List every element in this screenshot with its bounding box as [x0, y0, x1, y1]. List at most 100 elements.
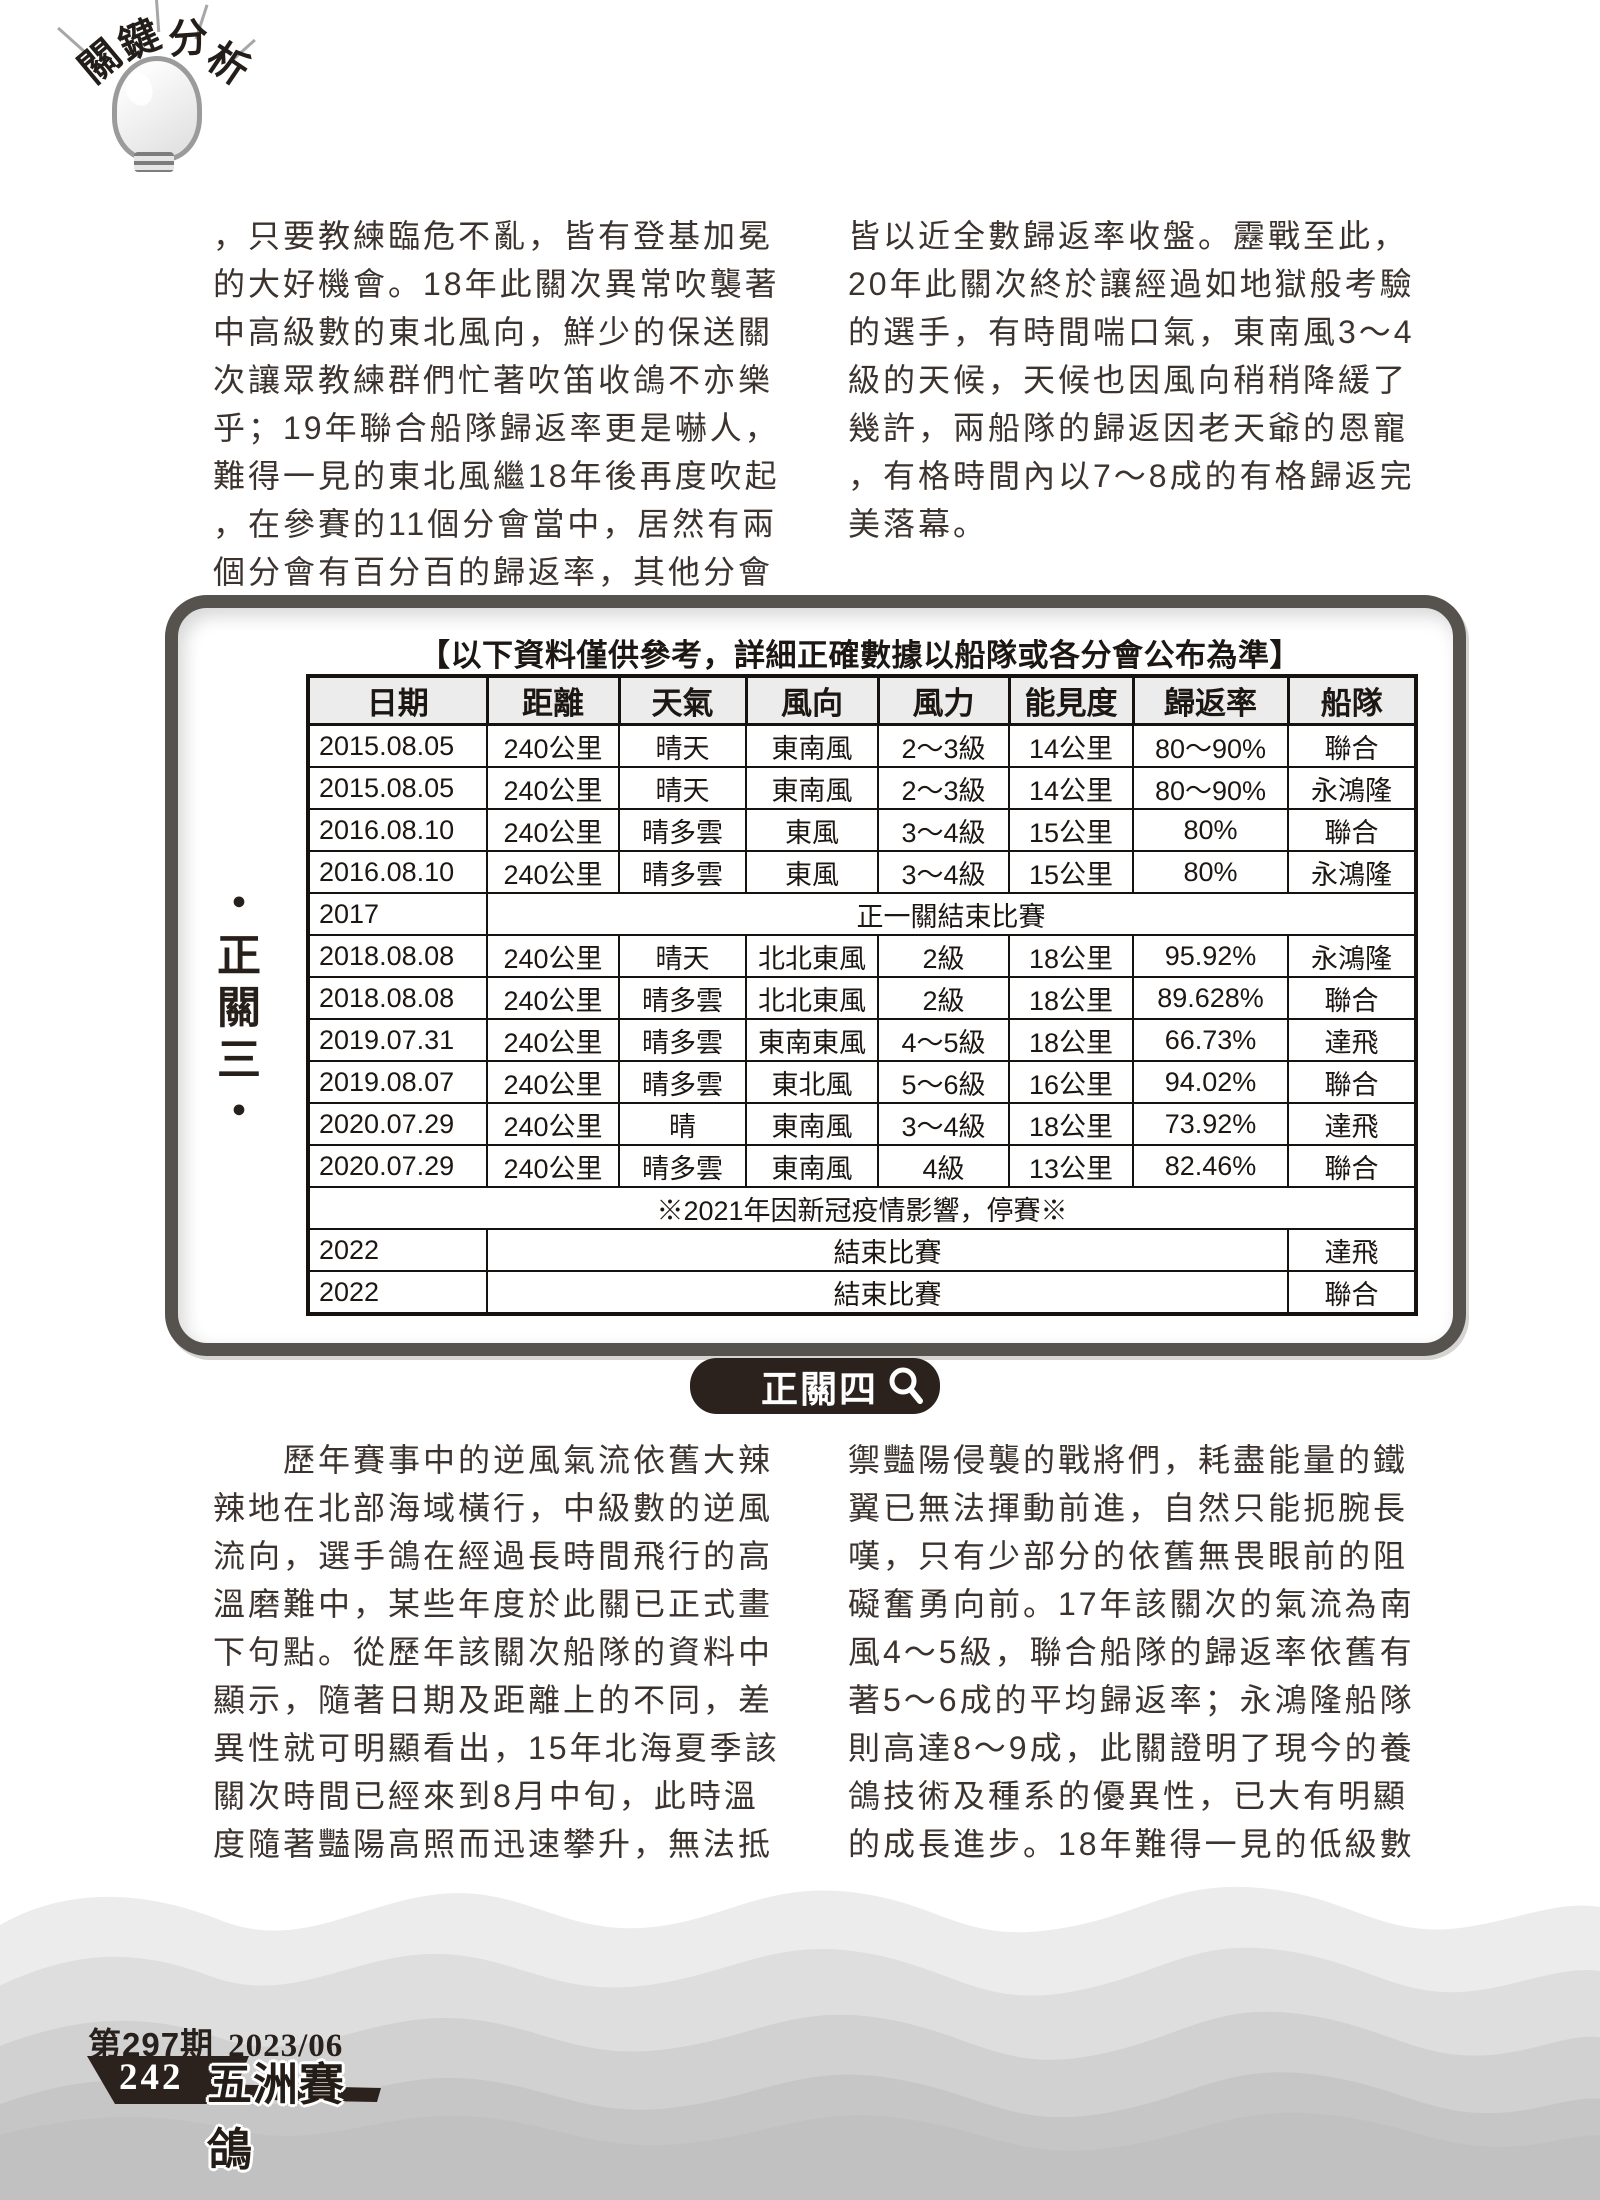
article-top-right-column: 皆以近全數歸返率收盤。靂戰至此， 20年此關次終於讓經過如地獄般考驗 的選手，有時間… [848, 212, 1423, 548]
table-cell: 2017 [307, 892, 488, 936]
table-cell: 80% [1132, 850, 1289, 894]
table-row: 2019.07.31 240公里 晴多雲 東南東風 4～5級 18公里 66.73% 達飛 [307, 1018, 1417, 1062]
table-row: 2018.08.08 240公里 晴天 北北東風 2級 18公里 95.92% 永鴻隆 [307, 934, 1417, 978]
table-cell: 永鴻隆 [1287, 934, 1417, 978]
text-line: 礙奮勇向前。17年該關次的氣流為南 [848, 1586, 1415, 1622]
text-line: 嘆，只有少部分的依舊無畏眼前的阻 [848, 1538, 1409, 1574]
table-row: 2020.07.29 240公里 晴多雲 東南風 4級 13公里 82.46% 聯合 [307, 1144, 1417, 1188]
table-cell: 2022 [307, 1270, 488, 1315]
lightbulb-socket [134, 152, 174, 172]
text-line: 風4～5級，聯合船隊的歸返率依舊有 [848, 1634, 1415, 1670]
stage-label-vertical: ・正關三・ [210, 880, 259, 1140]
table-cell: 東南東風 [745, 1018, 879, 1062]
logo-banner-shape [87, 2056, 381, 2104]
table-cell: 2016.08.10 [307, 808, 488, 852]
table-cell: 2018.08.08 [307, 934, 488, 978]
text-line: 皆以近全數歸返率收盤。靂戰至此， [848, 218, 1409, 254]
table-cell: 晴多雲 [618, 808, 747, 852]
table-row: 2022 結束比賽 達飛 [307, 1228, 1417, 1272]
table-cell: 正一關結束比賽 [486, 892, 1417, 936]
table-row: 2022 結束比賽 聯合 [307, 1270, 1417, 1315]
table-cell: ※2021年因新冠疫情影響，停賽※ [307, 1186, 1417, 1230]
table-cell: 達飛 [1287, 1228, 1417, 1272]
text-line: 禦豔陽侵襲的戰將們，耗盡能量的鐵 [848, 1442, 1409, 1478]
text-line: 異性就可明顯看出，15年北海夏季該 [213, 1730, 780, 1766]
table-cell: 聯合 [1287, 723, 1417, 768]
text-line: 鴿技術及種系的優異性，已大有明顯 [848, 1778, 1409, 1814]
table-cell: 3～4級 [877, 808, 1010, 852]
table-cell: 東南風 [745, 766, 879, 810]
table-cell: 66.73% [1132, 1018, 1289, 1062]
table-cell: 13公里 [1008, 1144, 1134, 1188]
table-cell: 2～3級 [877, 723, 1010, 768]
table-header-cell: 日期 [306, 674, 489, 726]
text-line: 美落幕。 [848, 506, 989, 542]
table-cell: 5～6級 [877, 1060, 1010, 1104]
table-row: 2015.08.05 240公里 晴天 東南風 2～3級 14公里 80～90% 聯合 [307, 723, 1417, 768]
table-cell: 240公里 [486, 934, 620, 978]
table-cell: 2～3級 [877, 766, 1010, 810]
text-line: ，只要教練臨危不亂，皆有登基加冕 [213, 218, 774, 254]
table-row: 2016.08.10 240公里 晴多雲 東風 3～4級 15公里 80% 聯合 [307, 808, 1417, 852]
table-cell: 240公里 [486, 1018, 620, 1062]
text-line: 溫磨難中，某些年度於此關已正式畫 [213, 1586, 774, 1622]
text-line: 則高達8～9成，此關證明了現今的養 [848, 1730, 1415, 1766]
table-cell: 北北東風 [745, 934, 879, 978]
race-table-wrap: 日期 距離 天氣 風向 風力 能見度 歸返率 船隊 2015.08.05 240公里 晴天 東南風 2… [306, 674, 1418, 1316]
table-cell: 240公里 [486, 1144, 620, 1188]
key-analysis-logo: 關 鍵 分 析 [40, 0, 260, 175]
table-cell: 東南風 [745, 1102, 879, 1146]
table-header-cell: 風向 [744, 674, 880, 726]
text-line: 級的天候，天候也因風向稍稍降緩了 [848, 362, 1409, 398]
text-line: 關次時間已經來到8月中旬，此時溫 [213, 1778, 759, 1814]
table-cell: 晴天 [618, 766, 747, 810]
table-cell: 80% [1132, 808, 1289, 852]
table-cell: 聯合 [1287, 976, 1417, 1020]
table-row: 2016.08.10 240公里 晴多雲 東風 3～4級 15公里 80% 永鴻隆 [307, 850, 1417, 894]
text-line: 著5～6成的平均歸返率；永鴻隆船隊 [848, 1682, 1415, 1718]
article-bottom-right-column: 禦豔陽侵襲的戰將們，耗盡能量的鐵 翼已無法揮動前進，自然只能扼腕長 嘆，只有少部分的… [848, 1436, 1423, 1868]
wave-decoration [0, 1887, 1600, 2200]
table-cell: 聯合 [1287, 1270, 1417, 1315]
text-line: 個分會有百分百的歸返率，其他分會 [213, 554, 774, 590]
text-line: ，在參賽的11個分會當中，居然有兩 [213, 506, 778, 542]
table-row: 2017 正一關結束比賽 [307, 892, 1417, 936]
table-cell: 東風 [745, 808, 879, 852]
race-table: 日期 距離 天氣 風向 風力 能見度 歸返率 船隊 2015.08.05 240公里 晴天 東南風 2… [306, 674, 1418, 1316]
table-cell: 晴天 [618, 723, 747, 768]
table-cell: 4級 [877, 1144, 1010, 1188]
table-cell: 94.02% [1132, 1060, 1289, 1104]
table-cell: 結束比賽 [486, 1270, 1289, 1315]
table-cell: 達飛 [1287, 1018, 1417, 1062]
table-cell: 北北東風 [745, 976, 879, 1020]
table-cell: 晴多雲 [618, 1144, 747, 1188]
table-cell: 18公里 [1008, 934, 1134, 978]
magnifier-icon [889, 1367, 923, 1404]
text-line: 乎；19年聯合船隊歸返率更是嚇人， [213, 410, 780, 446]
text-line: 辣地在北部海域橫行，中級數的逆風 [213, 1490, 774, 1526]
table-cell: 2級 [877, 934, 1010, 978]
lightbulb-icon [112, 56, 202, 162]
table-cell: 2015.08.05 [307, 723, 488, 768]
race-data-panel: ・正關三・ 【以下資料僅供參考，詳細正確數據以船隊或各分會公布為準】 日期 距離天… [165, 595, 1466, 1356]
table-cell: 240公里 [486, 1102, 620, 1146]
table-cell: 聯合 [1287, 1144, 1417, 1188]
table-cell: 15公里 [1008, 850, 1134, 894]
table-cell: 2020.07.29 [307, 1102, 488, 1146]
magazine-logo: 242 五洲賽鴿 [85, 2052, 385, 2175]
text-line: 的選手，有時間喘口氣，東南風3～4 [848, 314, 1415, 350]
table-cell: 永鴻隆 [1287, 766, 1417, 810]
table-cell: 240公里 [486, 723, 620, 768]
table-cell: 結束比賽 [486, 1228, 1289, 1272]
table-cell: 240公里 [486, 1060, 620, 1104]
table-cell: 89.628% [1132, 976, 1289, 1020]
text-line: 中高級數的東北風向，鮮少的保送關 [213, 314, 774, 350]
table-cell: 晴多雲 [618, 1018, 747, 1062]
article-top-left-column: ，只要教練臨危不亂，皆有登基加冕 的大好機會。18年此關次異常吹襲著 中高級數的東北… [213, 212, 788, 596]
logo-char: 分 [166, 15, 210, 63]
section-badge-label: 正關四 [761, 1369, 878, 1410]
table-header-cell: 風力 [876, 674, 1011, 726]
text-line: 難得一見的東北風繼18年後再度吹起 [213, 458, 780, 494]
text-line: 流向，選手鴿在經過長時間飛行的高 [213, 1538, 774, 1574]
